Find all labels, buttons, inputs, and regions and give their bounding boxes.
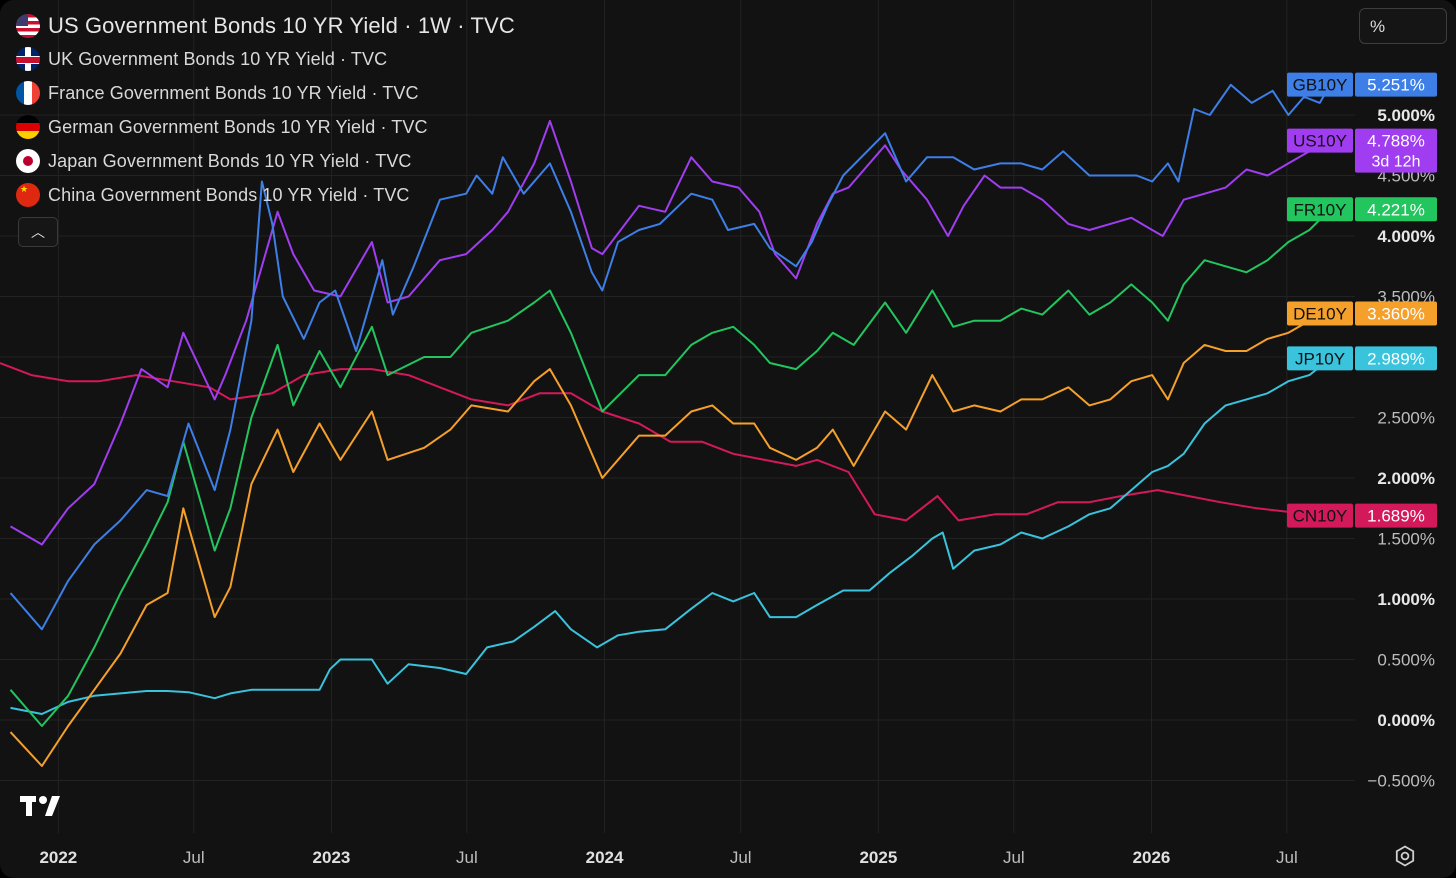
badge-value-bg xyxy=(1355,503,1437,528)
badge-value-bg xyxy=(1355,346,1437,371)
y-tick-label: −0.500% xyxy=(1367,772,1435,791)
france-flag-icon xyxy=(16,81,40,105)
badge-name-bg xyxy=(1287,503,1353,528)
y-tick-label: 1.000% xyxy=(1377,590,1435,609)
badge-name: GB10Y xyxy=(1293,76,1348,95)
y-tick-label: 0.500% xyxy=(1377,651,1435,670)
badge-value-bg xyxy=(1355,72,1437,97)
x-tick-label: Jul xyxy=(1276,848,1298,867)
series-lines xyxy=(0,83,1335,767)
tradingview-logo-icon[interactable] xyxy=(20,793,66,826)
y-tick-label: 2.000% xyxy=(1377,469,1435,488)
badge-value-bg xyxy=(1355,197,1437,222)
legend-row-cn[interactable]: China Government Bonds 10 YR Yield · TVC xyxy=(16,178,515,212)
x-axis: 2022 Jul 2023 Jul 2024 Jul 2025 Jul 2026 Jul xyxy=(39,848,1297,867)
badge-gb10y: GB10Y 5.251% xyxy=(1287,72,1437,97)
x-tick-label: Jul xyxy=(730,848,752,867)
y-tick-label: 4.000% xyxy=(1377,227,1435,246)
legend-row-jp[interactable]: Japan Government Bonds 10 YR Yield · TVC xyxy=(16,144,515,178)
badge-value: 4.788% xyxy=(1367,132,1425,151)
series-line-de10y xyxy=(9,312,1331,767)
badge-value: 1.689% xyxy=(1367,507,1425,526)
legend-label-uk: UK Government Bonds 10 YR Yield · TVC xyxy=(48,48,388,69)
y-tick-label: 5.000% xyxy=(1377,106,1435,125)
badge-name: JP10Y xyxy=(1295,349,1345,368)
x-tick-label: 2026 xyxy=(1133,848,1171,867)
x-tick-label: 2024 xyxy=(586,848,624,867)
legend-label-cn: China Government Bonds 10 YR Yield · TVC xyxy=(48,184,410,205)
x-tick-label: Jul xyxy=(456,848,478,867)
badge-cn10y: CN10Y 1.689% xyxy=(1287,503,1437,528)
series-line-us10y xyxy=(10,120,1331,546)
japan-flag-icon xyxy=(16,149,40,173)
badge-value: 3.360% xyxy=(1367,304,1425,323)
us-flag-icon xyxy=(16,14,40,38)
badge-value-bg xyxy=(1355,128,1437,173)
badge-name: US10Y xyxy=(1293,132,1347,151)
percent-scale-button[interactable]: % xyxy=(1359,8,1447,44)
badge-jp10y: JP10Y 2.989% xyxy=(1287,346,1437,371)
x-tick-label: 2022 xyxy=(39,848,77,867)
badge-value: 4.221% xyxy=(1367,200,1425,219)
series-line-gb10y xyxy=(9,83,1332,631)
badge-us10y: US10Y 4.788% 3d 12h xyxy=(1287,128,1437,173)
badge-name-bg xyxy=(1287,346,1353,371)
uk-flag-icon xyxy=(16,47,40,71)
badge-fr10y: FR10Y 4.221% xyxy=(1287,197,1437,222)
badge-de10y: DE10Y 3.360% xyxy=(1287,301,1437,326)
legend-row-fr[interactable]: France Government Bonds 10 YR Yield · TV… xyxy=(16,76,515,110)
badge-countdown: 3d 12h xyxy=(1372,154,1421,171)
badge-name-bg xyxy=(1287,197,1353,222)
legend-row-us[interactable]: US Government Bonds 10 YR Yield · 1W · T… xyxy=(16,10,515,42)
y-axis: 5.000%4.500%4.000%3.500%2.500%2.000%1.50… xyxy=(1367,106,1435,791)
series-line-fr10y xyxy=(9,208,1332,727)
settings-gear-icon[interactable] xyxy=(1394,845,1416,867)
legend-label-jp: Japan Government Bonds 10 YR Yield · TVC xyxy=(48,150,412,171)
badge-value: 5.251% xyxy=(1367,76,1425,95)
x-tick-label: Jul xyxy=(183,848,205,867)
y-tick-label: 0.000% xyxy=(1377,711,1435,730)
x-tick-label: 2025 xyxy=(859,848,897,867)
china-flag-icon xyxy=(16,183,40,207)
badge-name-bg xyxy=(1287,301,1353,326)
series-line-jp10y xyxy=(10,357,1331,715)
badge-name: FR10Y xyxy=(1294,200,1347,219)
price-badges: GB10Y 5.251% US10Y 4.788% 3d 12h FR10Y 4.221% D… xyxy=(1287,72,1437,528)
legend: US Government Bonds 10 YR Yield · 1W · T… xyxy=(16,10,515,212)
legend-collapse-button[interactable]: ︿ xyxy=(18,217,58,247)
legend-row-uk[interactable]: UK Government Bonds 10 YR Yield · TVC xyxy=(16,42,515,76)
chevron-up-icon: ︿ xyxy=(31,224,45,240)
series-line-cn10y xyxy=(0,362,1331,522)
y-tick-label: 2.500% xyxy=(1377,409,1435,428)
x-tick-label: 2023 xyxy=(313,848,351,867)
x-tick-label: Jul xyxy=(1003,848,1025,867)
badge-name-bg xyxy=(1287,128,1353,153)
legend-label-us: US Government Bonds 10 YR Yield · 1W · T… xyxy=(48,13,515,38)
y-tick-label: 1.500% xyxy=(1377,530,1435,549)
legend-label-fr: France Government Bonds 10 YR Yield · TV… xyxy=(48,82,419,103)
badge-value-bg xyxy=(1355,301,1437,326)
legend-row-de[interactable]: German Government Bonds 10 YR Yield · TV… xyxy=(16,110,515,144)
germany-flag-icon xyxy=(16,115,40,139)
badge-name: CN10Y xyxy=(1293,507,1348,526)
badge-name-bg xyxy=(1287,72,1353,97)
badge-value: 2.989% xyxy=(1367,349,1425,368)
legend-label-de: German Government Bonds 10 YR Yield · TV… xyxy=(48,116,428,137)
badge-name: DE10Y xyxy=(1293,304,1347,323)
